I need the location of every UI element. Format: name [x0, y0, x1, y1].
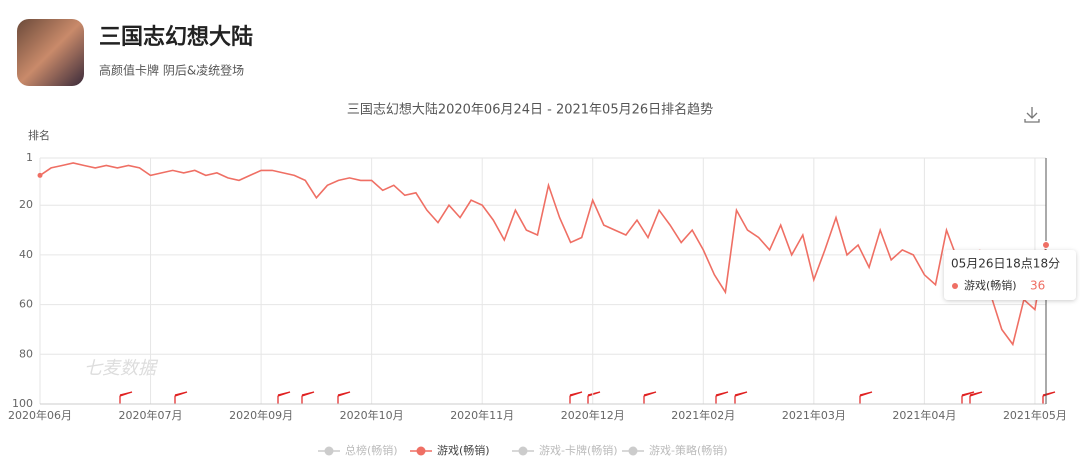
- tooltip-box: [944, 250, 1076, 300]
- y-axis-label: 排名: [28, 128, 50, 142]
- legend-item[interactable]: 游戏-卡牌(畅销): [512, 443, 618, 457]
- x-tick-label: 2020年11月: [450, 408, 514, 422]
- legend-dot: [416, 446, 426, 456]
- x-tick-label: 2020年10月: [340, 408, 404, 422]
- x-tick-label: 2020年07月: [119, 408, 183, 422]
- x-tick-label: 2021年05月: [1003, 408, 1067, 422]
- hover-point: [1042, 240, 1050, 249]
- x-tick-label: 2020年09月: [229, 408, 293, 422]
- event-flags: [119, 391, 1056, 404]
- tooltip-series: 游戏(畅销): [964, 278, 1017, 292]
- y-tick-label: 20: [19, 198, 33, 211]
- x-tick-label: 2021年02月: [671, 408, 735, 422]
- event-flag: [734, 391, 748, 404]
- app-tagline: 高颜值卡牌 阴后&凌统登场: [99, 63, 244, 78]
- legend-dot: [628, 446, 638, 456]
- download-icon[interactable]: [1024, 107, 1040, 123]
- event-flag: [301, 391, 315, 404]
- event-flag: [337, 391, 351, 404]
- y-tick-label: 100: [12, 397, 33, 410]
- event-flag: [569, 391, 583, 404]
- event-flag: [859, 391, 873, 404]
- y-tick-label: 1: [26, 151, 33, 164]
- legend-item[interactable]: 总榜(畅销): [318, 443, 398, 457]
- x-tick-label: 2020年06月: [8, 408, 72, 422]
- start-point: [37, 172, 43, 178]
- legend-label: 总榜(畅销): [345, 443, 398, 457]
- y-tick-label: 40: [19, 248, 33, 261]
- chart-title: 三国志幻想大陆2020年06月24日 - 2021年05月26日排名趋势: [347, 102, 713, 118]
- legend-dot: [324, 446, 334, 456]
- legend-label: 游戏-策略(畅销): [649, 443, 728, 457]
- watermark: 七麦数据: [84, 358, 159, 379]
- event-flag: [715, 391, 729, 404]
- x-tick-label: 2021年04月: [892, 408, 956, 422]
- legend-item[interactable]: 游戏-策略(畅销): [622, 443, 728, 457]
- event-flag: [1042, 391, 1056, 404]
- legend-label: 游戏(畅销): [437, 443, 490, 457]
- x-tick-label: 2020年12月: [561, 408, 625, 422]
- event-flag: [969, 391, 983, 404]
- event-flag: [643, 391, 657, 404]
- tooltip-time: 05月26日18点18分: [951, 257, 1060, 271]
- event-flag: [119, 391, 133, 404]
- y-tick-label: 60: [19, 298, 33, 311]
- tooltip-value: 36: [1030, 279, 1045, 293]
- rank-line: [39, 162, 1047, 347]
- app-name: 三国志幻想大陆: [99, 24, 253, 50]
- x-tick-label: 2021年03月: [782, 408, 846, 422]
- event-flag: [277, 391, 291, 404]
- legend-item[interactable]: 游戏(畅销): [410, 443, 490, 457]
- legend-dot: [518, 446, 528, 456]
- y-tick-label: 80: [19, 347, 33, 360]
- event-flag: [174, 391, 188, 404]
- tooltip-dot: [952, 283, 958, 289]
- event-flag: [587, 391, 601, 404]
- app-icon: [17, 19, 84, 86]
- legend-label: 游戏-卡牌(畅销): [539, 443, 618, 457]
- event-flag: [961, 391, 975, 404]
